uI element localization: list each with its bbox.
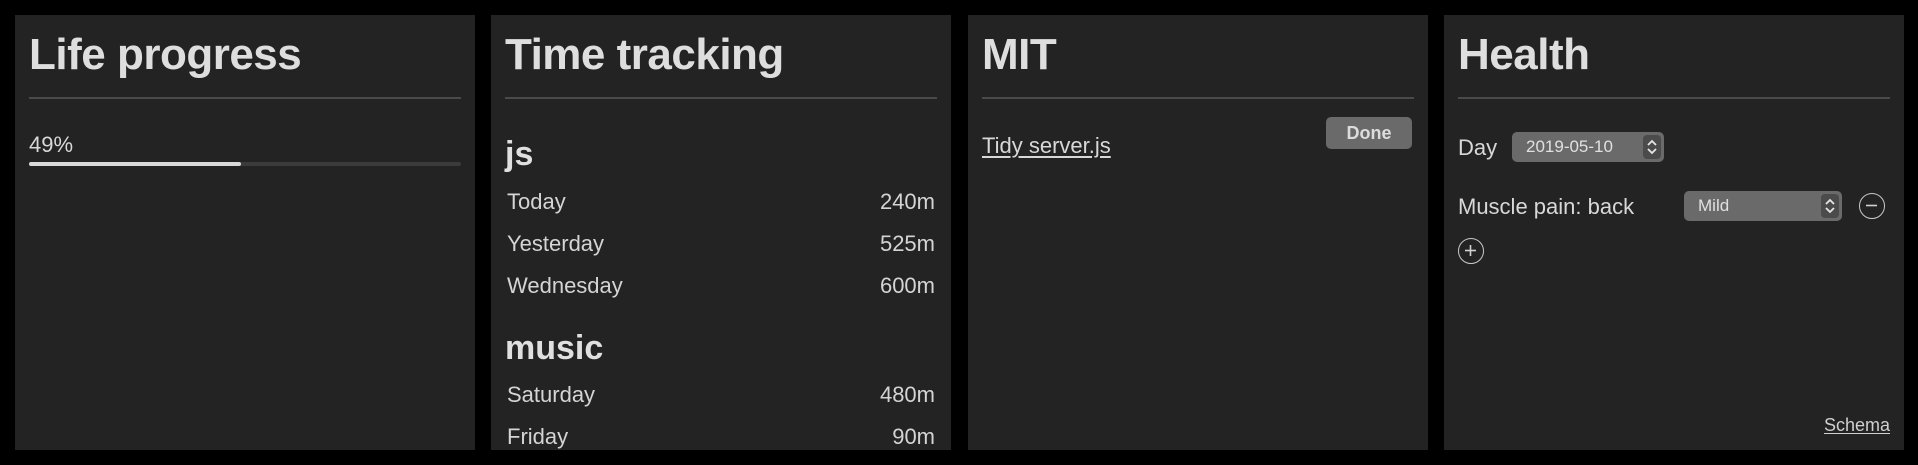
symptom-label: Muscle pain: back xyxy=(1458,194,1635,219)
stepper-icon xyxy=(1643,135,1661,159)
panel-title: MIT xyxy=(982,30,1057,79)
divider xyxy=(505,97,937,99)
schema-link[interactable]: Schema xyxy=(1823,415,1890,435)
row-value: 240m xyxy=(879,189,935,214)
day-value: 2019-05-10 xyxy=(1526,137,1613,156)
panel-title: Time tracking xyxy=(505,30,784,79)
stepper-icon xyxy=(1821,194,1839,218)
row-value: 525m xyxy=(879,231,935,256)
severity-value: Mild xyxy=(1698,196,1730,215)
minus-circle-icon[interactable] xyxy=(1859,193,1885,219)
list-item: Yesterday 525m xyxy=(507,229,935,259)
progress-percent: 49% xyxy=(29,132,74,157)
severity-select[interactable]: Mild xyxy=(1684,191,1842,221)
row-value: 480m xyxy=(879,382,935,407)
panel-title: Health xyxy=(1458,30,1590,79)
progress-bar xyxy=(29,162,461,166)
list-item: Wednesday 600m xyxy=(507,271,935,301)
divider xyxy=(1458,97,1890,99)
progress-bar-fill xyxy=(29,162,241,166)
row-value: 90m xyxy=(892,424,935,449)
health-panel: Health Day 2019-05-10 Muscle pain: back … xyxy=(1444,15,1904,450)
row-label: Yesterday xyxy=(507,231,605,256)
mit-task-link[interactable]: Tidy server.js xyxy=(982,133,1111,158)
group-title: js xyxy=(505,135,534,173)
list-item: Today 240m xyxy=(507,187,935,217)
list-item: Saturday 480m xyxy=(507,380,935,410)
mit-panel: MIT Tidy server.js Done xyxy=(968,15,1428,450)
divider xyxy=(29,97,461,99)
row-label: Wednesday xyxy=(507,273,623,298)
row-label: Today xyxy=(507,189,566,214)
list-item: Friday 90m xyxy=(507,422,935,452)
life-progress-panel: Life progress 49% xyxy=(15,15,475,450)
done-button[interactable]: Done xyxy=(1326,117,1412,149)
group-title: music xyxy=(505,329,604,367)
panel-title: Life progress xyxy=(29,30,302,79)
row-label: Friday xyxy=(507,424,569,449)
plus-circle-icon[interactable] xyxy=(1458,238,1484,264)
day-label: Day xyxy=(1458,135,1498,160)
row-value: 600m xyxy=(879,273,935,298)
divider xyxy=(982,97,1414,99)
day-date-select[interactable]: 2019-05-10 xyxy=(1512,132,1664,162)
time-tracking-panel: Time tracking js Today 240m Yesterday 52… xyxy=(491,15,951,450)
row-label: Saturday xyxy=(507,382,596,407)
